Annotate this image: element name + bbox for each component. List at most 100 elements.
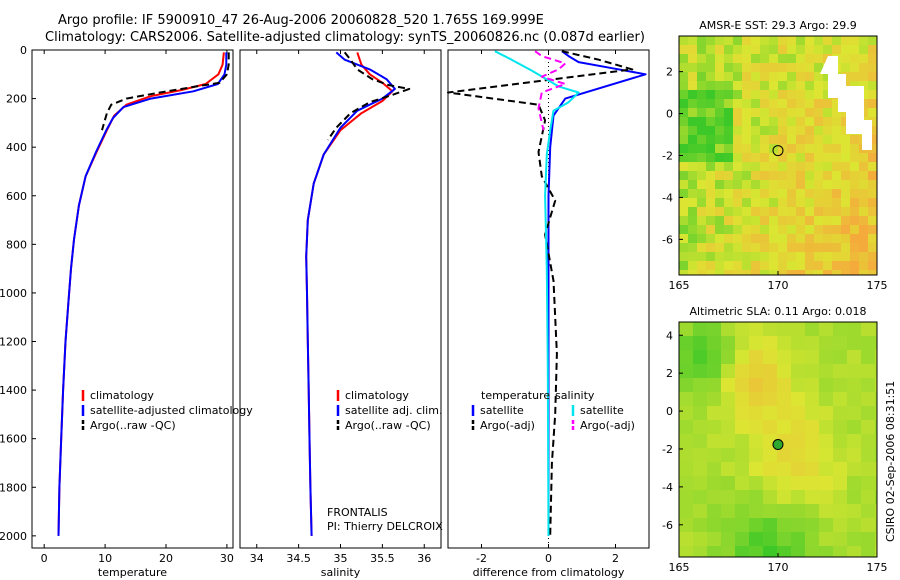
- difference-panel-xtick-label: 2: [612, 552, 619, 565]
- sst-map-cell: [679, 252, 689, 262]
- sst-map-cell: [823, 72, 833, 82]
- sst-map-cell: [823, 90, 833, 100]
- sst-map-cell: [859, 81, 869, 91]
- sst-map-cell: [859, 225, 869, 235]
- sst-map-cell: [733, 144, 743, 154]
- difference-legend-label: satellite: [580, 404, 624, 417]
- sla-map-cell: [833, 448, 848, 463]
- sst-map-cell: [742, 90, 752, 100]
- temperature-panel-ytick-label: 0: [20, 44, 27, 57]
- sst-map-cell: [733, 126, 743, 136]
- sst-map-cell: [823, 45, 833, 55]
- sla-map-cell: [805, 392, 820, 407]
- sla-map-cell: [721, 490, 736, 505]
- sla-map-cell: [819, 364, 834, 379]
- sla-map-cell: [791, 518, 806, 533]
- sla-map-cell: [791, 378, 806, 393]
- sla-map-cell: [791, 476, 806, 491]
- sst-map-cell: [697, 198, 707, 208]
- sst-map-cell: [679, 72, 689, 82]
- sst-map-cell: [706, 153, 716, 163]
- sst-map-cell: [706, 189, 716, 199]
- sla-map-cell: [679, 504, 694, 519]
- sst-map-cell: [814, 162, 824, 172]
- sst-map-cell: [850, 261, 860, 271]
- sst-map-cell: [805, 234, 815, 244]
- sst-map-cell: [760, 144, 770, 154]
- sla-map-cell: [735, 532, 750, 547]
- sst-map-cell: [760, 225, 770, 235]
- sla-map-cell: [735, 434, 750, 449]
- sst-map-cell: [868, 81, 877, 91]
- temperature-panel-ytick-label: 600: [6, 190, 27, 203]
- sst-map-cell: [679, 225, 689, 235]
- sst-map-cell: [841, 45, 851, 55]
- sla-map-cell: [749, 350, 764, 365]
- sst-map-cell: [679, 126, 689, 136]
- sst-map-cell: [850, 36, 860, 46]
- sst-map-cell: [706, 270, 716, 275]
- sla-map-cell: [777, 378, 792, 393]
- sla-map-cell: [819, 448, 834, 463]
- sst-map-cell: [823, 81, 833, 91]
- sla-map-cell: [749, 476, 764, 491]
- sst-map-cell: [760, 63, 770, 73]
- sla-map-cell: [847, 476, 862, 491]
- sla-map-ytick-label: 0: [666, 405, 673, 418]
- sst-map-cell: [706, 36, 716, 46]
- sla-map-cell: [847, 546, 862, 557]
- sst-map-cell: [733, 261, 743, 271]
- sla-map-cell: [847, 448, 862, 463]
- salinity-panel-legend-label: satellite adj. clim.: [345, 404, 442, 417]
- sst-map-cell: [697, 252, 707, 262]
- sst-map-cell: [760, 162, 770, 172]
- sst-map-cell: [841, 108, 851, 118]
- sst-map-cell: [787, 144, 797, 154]
- sla-map-cell: [791, 434, 806, 449]
- temperature-panel-legend-label: Argo(..raw -QC): [90, 419, 176, 432]
- sst-map-cell: [841, 171, 851, 181]
- difference-panel-xlabel: difference from climatology: [473, 566, 625, 579]
- sla-map-cell: [693, 392, 708, 407]
- sst-map-cell: [679, 162, 689, 172]
- sst-map-cell: [868, 216, 877, 226]
- sla-map-cell: [707, 462, 722, 477]
- sst-map-cell: [832, 252, 842, 262]
- sst-map-cell: [787, 162, 797, 172]
- sst-map-cell: [778, 225, 788, 235]
- sst-map-cell: [733, 45, 743, 55]
- sst-map-cell: [841, 180, 851, 190]
- sst-map-cell: [679, 234, 689, 244]
- sst-map-cell: [796, 171, 806, 181]
- sst-map-cell: [823, 180, 833, 190]
- sst-map-cell: [751, 81, 761, 91]
- temperature-panel-legend-label: climatology: [90, 389, 154, 402]
- sst-map-cell: [751, 90, 761, 100]
- sst-map-cell: [814, 198, 824, 208]
- sst-map-cell: [760, 135, 770, 145]
- sst-map-cell: [742, 99, 752, 109]
- sst-map-cell: [760, 243, 770, 253]
- sst-map-cell: [688, 270, 698, 275]
- sla-map-cell: [819, 406, 834, 421]
- sla-map-cell: [791, 532, 806, 547]
- sst-map-cell: [823, 225, 833, 235]
- sla-map-cell: [749, 434, 764, 449]
- temperature-panel-xlabel: temperature: [98, 566, 167, 579]
- sst-map-cell: [814, 144, 824, 154]
- sst-map-cell: [814, 45, 824, 55]
- sst-map-cell: [814, 216, 824, 226]
- sst-map-cell: [751, 108, 761, 118]
- sst-map-cell: [679, 45, 689, 55]
- sla-map-cell: [721, 322, 736, 337]
- sla-map-cell: [847, 392, 862, 407]
- sla-map-cell: [861, 476, 876, 491]
- sst-map-cell: [751, 153, 761, 163]
- sst-map-cell: [796, 144, 806, 154]
- sst-map-cell: [715, 72, 725, 82]
- sst-map-cell: [724, 135, 734, 145]
- sst-map-cell: [688, 162, 698, 172]
- sst-map-cell: [742, 108, 752, 118]
- sst-map-cell: [724, 162, 734, 172]
- sla-map-cell: [847, 406, 862, 421]
